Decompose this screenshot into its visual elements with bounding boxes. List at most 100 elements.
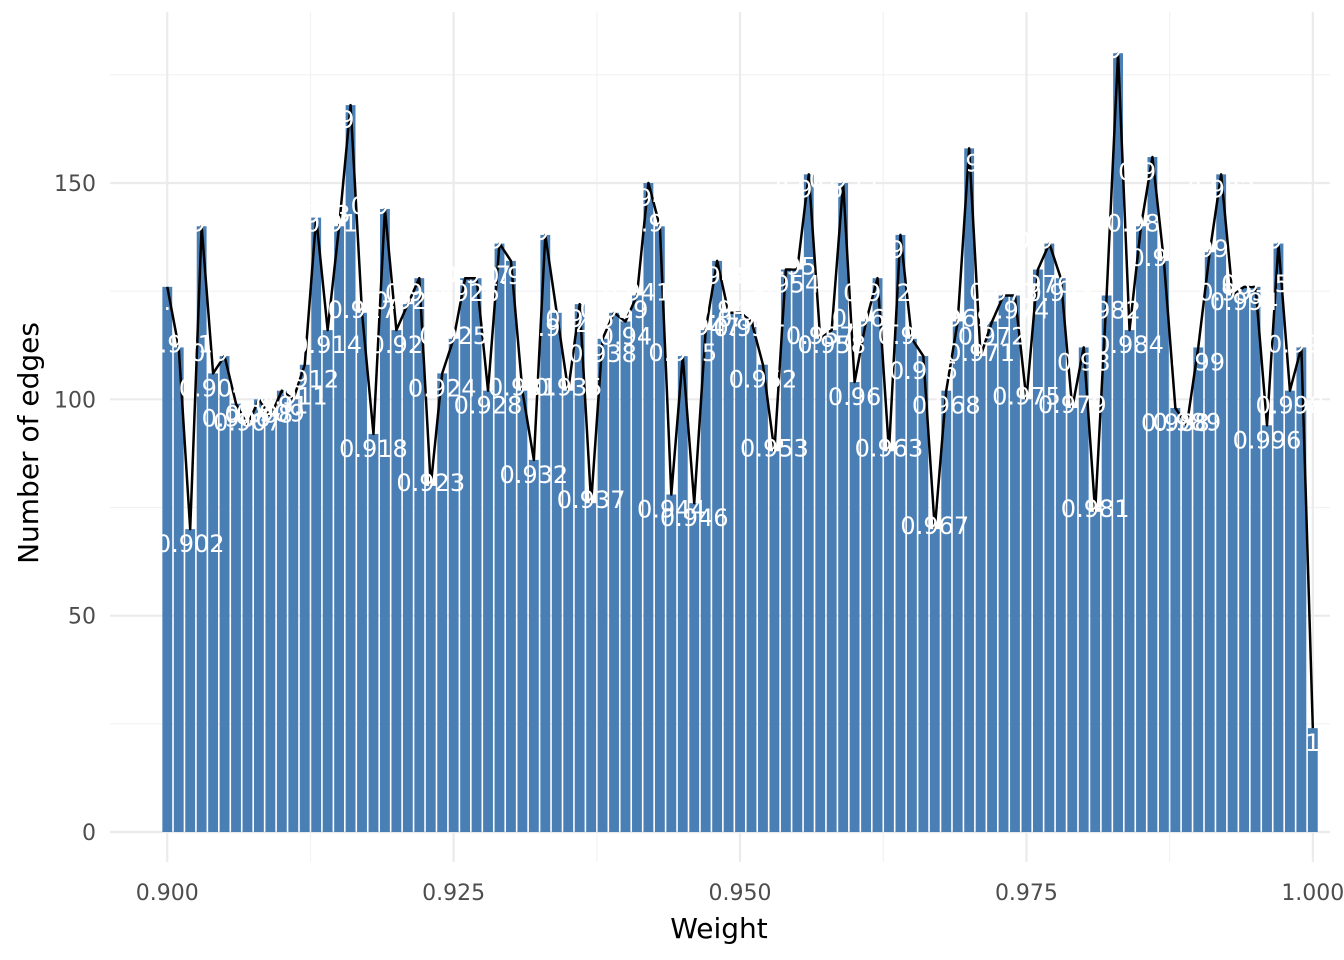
bar xyxy=(1193,347,1204,832)
bar xyxy=(792,269,803,832)
data-label: 0.995 xyxy=(1221,270,1290,298)
bar xyxy=(803,174,814,832)
bar xyxy=(563,390,574,832)
data-label: 0.975 xyxy=(992,382,1061,410)
bar xyxy=(162,286,173,833)
bar xyxy=(620,321,631,832)
bar xyxy=(185,529,196,832)
data-labels: 0.90.9010.9020.9030.9040.9050.9060.9070.… xyxy=(144,36,1335,757)
y-axis-ticks: 0 50 100 150 xyxy=(54,172,96,846)
bar xyxy=(448,338,459,832)
data-label: 0.925 xyxy=(419,322,488,350)
data-label: 0.926 xyxy=(431,279,500,307)
bar xyxy=(735,312,745,832)
data-label: 0.981 xyxy=(1061,495,1130,523)
bar xyxy=(1101,295,1112,832)
data-label: 0.95 xyxy=(713,314,766,342)
data-label: 0.911 xyxy=(259,382,328,410)
data-label: 0.977 xyxy=(1015,227,1084,255)
data-label: 0.956 xyxy=(774,175,843,203)
data-label: 0.959 xyxy=(809,166,878,194)
y-axis-title: Number of edges xyxy=(12,322,45,564)
data-label: 0.982 xyxy=(1072,296,1141,324)
x-tick-label: 0.975 xyxy=(995,881,1058,906)
data-label: 0.904 xyxy=(179,374,248,402)
bar xyxy=(391,330,402,832)
data-label: 0.912 xyxy=(270,366,339,394)
bar xyxy=(1273,243,1284,832)
bar xyxy=(231,403,241,832)
data-label: 0.969 xyxy=(923,304,992,332)
bar xyxy=(746,321,757,832)
bar xyxy=(311,217,322,832)
data-label: 0.924 xyxy=(408,374,477,402)
data-label: 0.96 xyxy=(828,383,881,411)
data-label: 0.972 xyxy=(958,322,1027,350)
data-label: 0.92 xyxy=(370,331,423,359)
data-label: 0.932 xyxy=(499,461,568,489)
data-label: 0.919 xyxy=(351,192,420,220)
bar xyxy=(345,105,356,833)
data-label: 0.928 xyxy=(454,392,523,420)
bar xyxy=(586,503,597,832)
x-tick-label: 0.950 xyxy=(709,881,772,906)
data-label: 0.936 xyxy=(545,305,614,333)
bar xyxy=(357,312,367,832)
x-axis-ticks: 0.900 0.925 0.950 0.975 1.000 xyxy=(136,881,1344,906)
data-label: 0.979 xyxy=(1038,391,1107,419)
data-label: 0.988 xyxy=(1141,409,1210,437)
bar xyxy=(1078,347,1089,832)
bar xyxy=(1296,347,1307,832)
bar xyxy=(998,295,1009,832)
data-label: 0.958 xyxy=(797,331,866,359)
x-axis-title: Weight xyxy=(670,912,768,945)
data-label: 0.907 xyxy=(213,408,282,436)
data-label: 0.985 xyxy=(1107,209,1176,237)
bar xyxy=(322,330,333,832)
bar xyxy=(884,451,894,832)
bar xyxy=(1055,278,1066,833)
data-label: 0.952 xyxy=(729,366,798,394)
data-label: 0.929 xyxy=(465,227,534,255)
bar xyxy=(196,226,207,832)
data-label: 0.957 xyxy=(786,322,855,350)
data-label: 0.943 xyxy=(625,209,694,237)
bar xyxy=(987,321,997,832)
data-label: 0.91 xyxy=(255,392,308,420)
data-label: 0.945 xyxy=(648,339,717,367)
data-label: 0.946 xyxy=(660,504,729,532)
bar xyxy=(299,364,310,832)
data-label: 0.973 xyxy=(969,278,1038,306)
trend-line xyxy=(166,51,1315,729)
data-label: 0.949 xyxy=(694,296,763,324)
bar xyxy=(253,399,264,832)
data-label: 0.914 xyxy=(293,331,362,359)
bar xyxy=(242,425,253,832)
bar xyxy=(929,529,940,832)
bar xyxy=(380,208,390,832)
data-label: 0.992 xyxy=(1187,175,1256,203)
data-label: 0.947 xyxy=(671,313,740,341)
bar xyxy=(861,321,871,832)
bar xyxy=(815,338,826,832)
data-label: 0.997 xyxy=(1244,227,1313,255)
data-label: 0.961 xyxy=(832,304,901,332)
bar xyxy=(689,503,700,832)
bar xyxy=(1067,407,1078,832)
bar xyxy=(677,356,688,832)
bar xyxy=(1284,390,1295,832)
y-tick-label: 0 xyxy=(82,821,96,846)
data-label: 0.998 xyxy=(1256,392,1325,420)
data-label: 0.902 xyxy=(156,530,225,558)
bar xyxy=(666,494,677,832)
bar xyxy=(173,347,184,832)
data-label: 0.986 xyxy=(1118,158,1187,186)
bar xyxy=(540,234,551,833)
bar xyxy=(1158,260,1169,832)
data-label: 0.99 xyxy=(1172,348,1225,376)
bar xyxy=(1136,226,1146,832)
bar xyxy=(1181,425,1192,832)
bar xyxy=(964,148,975,833)
bar xyxy=(849,382,860,832)
